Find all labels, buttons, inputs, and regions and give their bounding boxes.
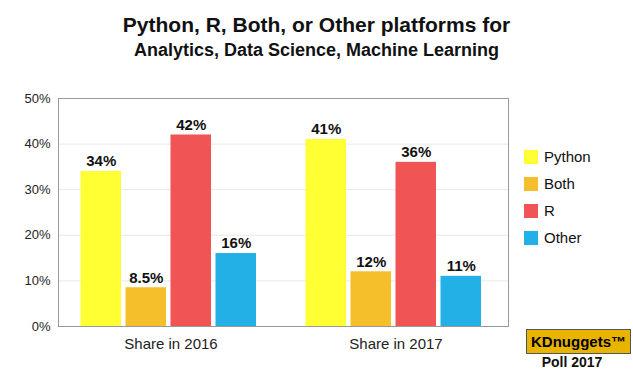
svg-text:16%: 16% [221, 234, 251, 251]
html-text:Python, R, Both, or Other plat: Python, R, Both, or Other platforms for [122, 13, 511, 36]
html-text:Both: Both [544, 175, 575, 192]
svg-text:42%: 42% [176, 116, 206, 133]
svg-text:34%: 34% [86, 152, 116, 169]
svg-text:Share in 2017: Share in 2017 [349, 335, 442, 352]
html-text:R: R [544, 202, 555, 219]
svg-text:0%: 0% [32, 319, 51, 334]
html-text:KDnuggets™: KDnuggets™ [531, 333, 626, 350]
svg-text:Share in 2016: Share in 2016 [124, 335, 217, 352]
svg-text:40%: 40% [24, 136, 50, 151]
html-text:Python: Python [544, 148, 591, 165]
html-text:Analytics, Data Science, Machi: Analytics, Data Science, Machine Learnin… [133, 40, 500, 60]
svg-text:10%: 10% [24, 273, 50, 288]
svg-text:50%: 50% [24, 91, 50, 106]
svg-text:30%: 30% [24, 182, 50, 197]
html-text:Poll 2017: Poll 2017 [541, 354, 603, 370]
svg-text:41%: 41% [311, 120, 341, 137]
svg-text:11%: 11% [447, 257, 476, 274]
svg-text:20%: 20% [24, 227, 50, 242]
html-text:Other: Other [544, 229, 582, 246]
svg-text:8.5%: 8.5% [129, 269, 163, 286]
svg-text:36%: 36% [401, 143, 431, 160]
svg-text:12%: 12% [356, 253, 386, 270]
